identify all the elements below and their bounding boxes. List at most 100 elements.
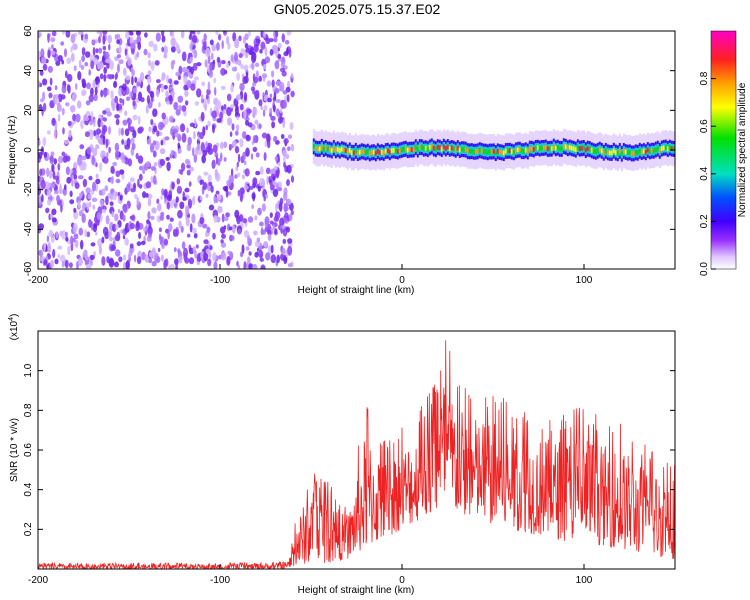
noise-blob: [138, 126, 144, 133]
bottom-y-tick-label: 0.6: [23, 443, 34, 457]
signal-core: [630, 151, 633, 156]
signal-core: [668, 145, 671, 151]
signal-core: [428, 145, 431, 150]
noise-blob: [86, 146, 92, 155]
noise-blob: [155, 32, 161, 42]
signal-core: [650, 148, 653, 153]
signal-core: [660, 146, 663, 151]
noise-blob: [141, 164, 145, 174]
noise-blob: [264, 140, 268, 148]
colorbar-tick-label: 0.4: [699, 166, 710, 180]
noise-blob: [116, 54, 122, 59]
noise-blob: [243, 261, 247, 269]
noise-blob: [142, 191, 147, 199]
noise-blob: [160, 83, 165, 93]
noise-blob: [145, 161, 151, 168]
noise-blob: [136, 256, 142, 265]
noise-blob: [166, 161, 171, 172]
noise-blob: [57, 245, 63, 250]
noise-blob: [71, 167, 77, 176]
noise-blob: [239, 103, 244, 111]
noise-blob: [269, 49, 274, 56]
signal-core: [328, 147, 331, 152]
noise-blob: [255, 170, 261, 176]
noise-blob: [95, 134, 99, 141]
noise-blob: [160, 254, 164, 262]
noise-blob: [94, 39, 98, 44]
noise-blob: [155, 89, 160, 98]
noise-blob: [282, 238, 287, 245]
noise-blob: [76, 156, 83, 167]
noise-blob: [202, 149, 208, 157]
noise-blob: [152, 175, 157, 185]
noise-blob: [91, 155, 95, 165]
noise-blob: [281, 247, 286, 256]
noise-blob: [131, 48, 135, 55]
noise-blob: [187, 80, 192, 88]
noise-blob: [40, 98, 44, 103]
noise-blob: [263, 196, 266, 202]
signal-core: [372, 149, 375, 155]
noise-blob: [282, 228, 288, 237]
noise-blob: [135, 222, 140, 232]
signal-core: [394, 148, 397, 154]
noise-blob: [111, 74, 115, 79]
noise-blob: [117, 208, 121, 214]
noise-blob: [46, 167, 50, 178]
noise-blob: [179, 201, 185, 210]
noise-blob: [98, 36, 101, 44]
noise-blob: [145, 181, 152, 189]
noise-blob: [115, 170, 121, 178]
signal-core: [348, 148, 351, 153]
signal-core: [568, 145, 571, 150]
signal-core: [622, 148, 625, 154]
signal-core: [356, 150, 359, 156]
signal-core: [366, 149, 369, 154]
noise-blob: [109, 201, 114, 206]
noise-blob: [254, 91, 259, 96]
noise-blob: [116, 39, 120, 45]
noise-blob: [180, 31, 185, 39]
noise-blob: [114, 142, 120, 152]
signal-core: [388, 149, 391, 155]
signal-core: [486, 149, 489, 155]
signal-core: [426, 146, 429, 152]
noise-blob: [219, 152, 223, 162]
colorbar-tick-label: 0.8: [699, 71, 710, 85]
signal-core: [578, 146, 581, 151]
noise-blob: [122, 214, 126, 222]
noise-blob: [118, 127, 121, 136]
noise-blob: [201, 94, 204, 100]
noise-blob: [190, 66, 194, 75]
noise-blob: [156, 198, 160, 204]
noise-blob: [67, 73, 73, 83]
noise-blob: [202, 223, 208, 229]
noise-blob: [92, 204, 96, 210]
noise-blob: [166, 201, 171, 210]
noise-blob: [250, 46, 254, 53]
signal-core: [390, 148, 393, 154]
noise-blob: [161, 242, 165, 250]
noise-blob: [260, 31, 264, 38]
noise-blob: [117, 63, 120, 73]
noise-blob: [154, 60, 160, 66]
signal-core: [648, 149, 651, 154]
signal-core: [632, 151, 635, 156]
signal-core: [636, 150, 639, 156]
noise-blob: [50, 50, 56, 56]
noise-blob: [283, 51, 289, 57]
colorbar-label: Normalized spectral amplitude: [737, 82, 748, 217]
noise-blob: [163, 259, 167, 269]
noise-blob: [273, 44, 278, 54]
noise-blob: [113, 80, 118, 88]
noise-blob: [189, 122, 195, 128]
noise-blob: [205, 193, 209, 198]
noise-blob: [180, 169, 183, 175]
top-y-tick-label: -40: [23, 222, 34, 237]
signal-core: [516, 147, 519, 153]
signal-core: [644, 149, 647, 155]
noise-blob: [61, 59, 65, 65]
noise-blob: [95, 231, 98, 236]
noise-blob: [106, 111, 112, 117]
